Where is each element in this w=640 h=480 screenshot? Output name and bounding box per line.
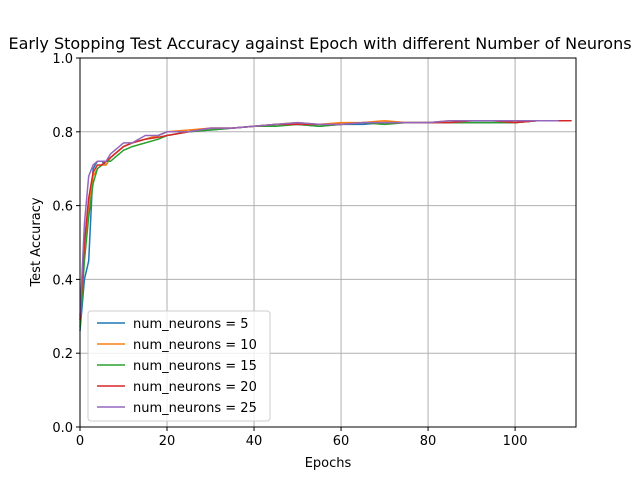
legend-label: num_neurons = 15 xyxy=(133,359,257,374)
x-tick-label: 60 xyxy=(333,434,350,449)
legend-label: num_neurons = 25 xyxy=(133,401,257,416)
series-line-5 xyxy=(79,119,559,317)
x-tick-label: 40 xyxy=(246,434,263,449)
y-tick-label: 0.4 xyxy=(52,273,73,288)
chart-title: Early Stopping Test Accuracy against Epo… xyxy=(8,34,631,53)
x-tick-label: 20 xyxy=(159,434,176,449)
x-axis-label: Epochs xyxy=(305,456,352,471)
y-tick-label: 0.6 xyxy=(52,200,73,215)
y-tick-label: 0.2 xyxy=(52,347,73,362)
series-lines xyxy=(79,119,572,332)
y-tick-label: 1.0 xyxy=(52,52,73,67)
x-tick-label: 100 xyxy=(503,434,528,449)
legend-label: num_neurons = 20 xyxy=(133,380,257,395)
legend: num_neurons = 5 num_neurons = 10 num_neuro… xyxy=(87,310,271,422)
x-axis-ticks: 0 20 40 60 80 100 xyxy=(76,427,528,449)
y-axis-label: Test Accuracy xyxy=(29,197,44,287)
x-tick-label: 0 xyxy=(76,434,84,449)
legend-label: num_neurons = 10 xyxy=(133,338,257,353)
plot-frame xyxy=(79,57,577,428)
legend-label: num_neurons = 5 xyxy=(133,317,249,332)
legend-box xyxy=(87,310,271,422)
x-tick-label: 80 xyxy=(420,434,437,449)
y-tick-label: 0.0 xyxy=(52,421,73,436)
y-tick-label: 0.8 xyxy=(52,126,73,141)
y-axis-ticks: 0.0 0.2 0.4 0.6 0.8 1.0 xyxy=(52,52,80,436)
